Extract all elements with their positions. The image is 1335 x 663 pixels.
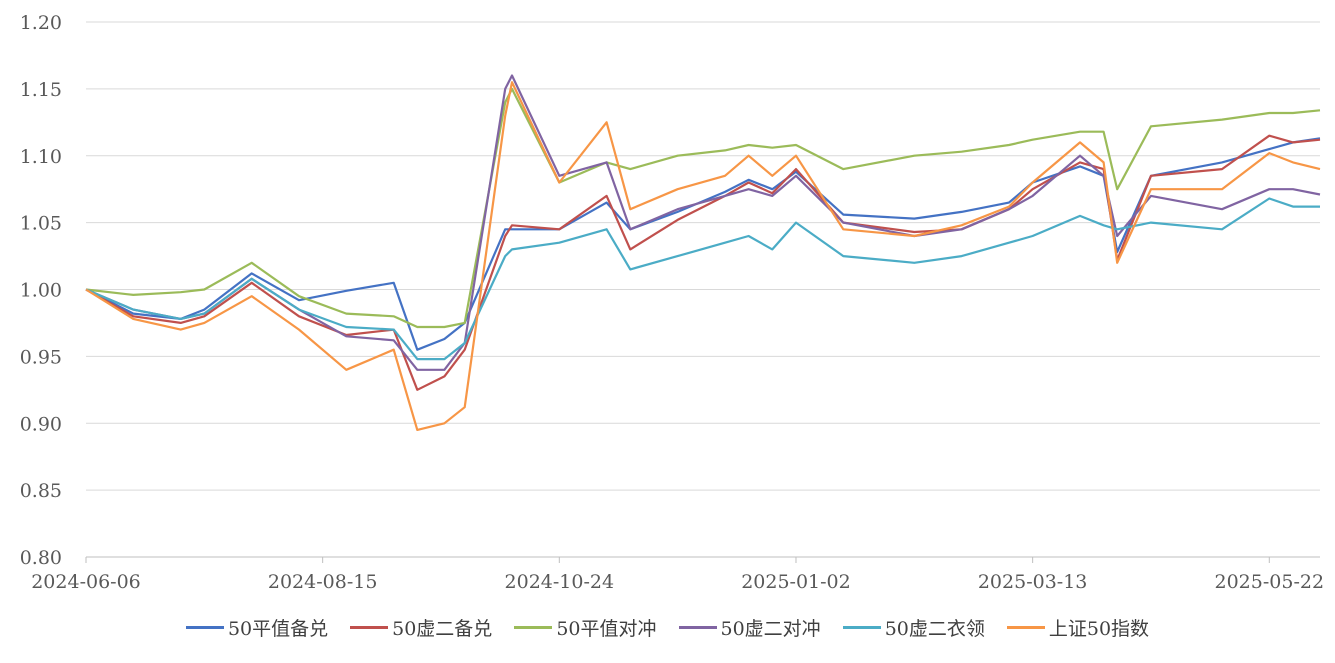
legend-swatch xyxy=(678,626,717,629)
y-tick-label: 0.95 xyxy=(20,346,62,368)
y-axis-ticks: 0.80 0.85 0.90 0.95 1.00 1.05 1.10 1.15 1.20 xyxy=(20,12,62,569)
legend-swatch xyxy=(514,626,553,629)
legend-item: 50平值备兑 xyxy=(185,614,329,641)
legend-label: 50平值备兑 xyxy=(227,618,329,640)
legend-label: 上证50指数 xyxy=(1048,618,1150,640)
x-tick-label: 2024-06-06 xyxy=(31,571,141,593)
series-line xyxy=(85,137,1321,351)
legend-item: 50虚二备兑 xyxy=(350,614,492,641)
legend-swatch xyxy=(1006,626,1045,629)
series-line xyxy=(85,81,1321,431)
series-lines xyxy=(85,74,1321,431)
x-axis-ticks: 2024-06-06 2024-08-15 2024-10-24 2025-01-02… xyxy=(31,557,1324,593)
legend: 50平值备兑 50虚二备兑 50平值对冲 50虚二对冲 50虚二衣领 上证50指数 xyxy=(0,614,1335,641)
legend-item: 50虚二对冲 xyxy=(678,614,821,641)
y-tick-label: 0.85 xyxy=(20,480,62,502)
x-tick-label: 2024-10-24 xyxy=(505,571,615,593)
legend-item: 50平值对冲 xyxy=(514,614,657,641)
x-tick-label: 2025-01-02 xyxy=(741,571,851,593)
series-line xyxy=(85,87,1321,329)
y-tick-label: 0.80 xyxy=(20,547,62,569)
legend-swatch xyxy=(185,626,224,629)
x-tick-label: 2025-05-22 xyxy=(1215,571,1325,593)
legend-label: 50平值对冲 xyxy=(556,618,657,640)
legend-label: 50虚二对冲 xyxy=(720,618,821,640)
y-tick-label: 1.00 xyxy=(20,280,62,302)
y-tick-label: 1.10 xyxy=(20,146,62,168)
x-tick-label: 2025-03-13 xyxy=(978,571,1088,593)
legend-item: 50虚二衣领 xyxy=(842,614,985,641)
legend-label: 50虚二衣领 xyxy=(884,618,985,640)
y-tick-label: 0.90 xyxy=(20,413,62,435)
legend-swatch xyxy=(842,626,881,629)
gridlines xyxy=(86,21,1320,491)
series-line xyxy=(85,134,1321,391)
legend-swatch xyxy=(350,626,389,629)
y-tick-label: 1.20 xyxy=(20,12,62,34)
y-tick-label: 1.05 xyxy=(20,213,62,235)
x-tick-label: 2024-08-15 xyxy=(268,571,378,593)
legend-item: 上证50指数 xyxy=(1006,614,1150,641)
y-tick-label: 1.15 xyxy=(20,79,62,101)
legend-label: 50虚二备兑 xyxy=(392,618,493,640)
series-line xyxy=(85,197,1320,361)
